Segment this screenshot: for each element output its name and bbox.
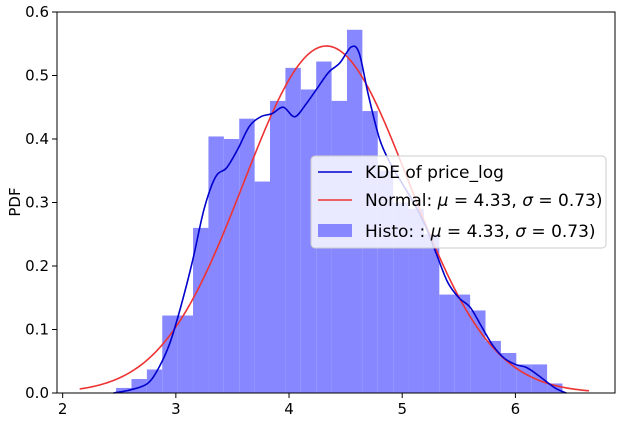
legend-normal-label: Normal: μ = 4.33, σ = 0.73) xyxy=(365,191,603,211)
histogram-bar xyxy=(408,208,424,393)
x-tick-label: 5 xyxy=(397,400,407,418)
x-tick-label: 4 xyxy=(284,400,294,418)
legend: KDE of price_log Normal: μ = 4.33, σ = 0… xyxy=(310,155,607,249)
y-axis-label: PDF xyxy=(6,187,24,216)
histogram-bar xyxy=(439,294,455,393)
histogram-bar xyxy=(485,340,501,393)
x-tick-label: 6 xyxy=(511,400,521,418)
histogram-bar xyxy=(531,364,548,393)
histogram-bar xyxy=(423,234,440,393)
histogram-bar xyxy=(193,227,209,393)
histogram-bar xyxy=(285,67,301,393)
y-tick-label: 0.2 xyxy=(25,257,49,275)
y-tick-label: 0.6 xyxy=(25,3,49,21)
legend-box xyxy=(310,155,607,249)
histogram-bar xyxy=(239,118,255,394)
histogram-bar xyxy=(162,315,178,393)
histogram-bar xyxy=(177,315,194,393)
y-tick-label: 0.5 xyxy=(25,67,49,85)
y-tick-label: 0.4 xyxy=(25,130,49,148)
histogram-bar xyxy=(470,310,486,393)
histogram-bar xyxy=(500,353,517,393)
y-tick-label: 0.1 xyxy=(25,321,49,339)
kde-curve-group xyxy=(113,45,567,394)
x-tick-label: 2 xyxy=(58,400,68,418)
histogram-bar xyxy=(208,136,224,393)
histogram-bar xyxy=(116,387,132,393)
histogram-bar xyxy=(454,294,471,393)
legend-histogram-label: Histo: : μ = 4.33, σ = 0.73) xyxy=(365,222,596,242)
histogram-bar xyxy=(362,111,378,393)
y-tick-label: 0.3 xyxy=(25,194,49,212)
kde-curve-line xyxy=(113,45,567,394)
x-tick-label: 3 xyxy=(171,400,181,418)
histogram-bar xyxy=(223,139,240,393)
histogram-bar xyxy=(254,181,271,393)
legend-kde-label: KDE of price_log xyxy=(365,163,504,183)
histogram-bar xyxy=(393,202,409,393)
histogram-bar xyxy=(131,379,147,393)
histogram-bar xyxy=(270,100,286,394)
histogram-bar xyxy=(146,369,163,393)
legend-histogram-swatch xyxy=(318,224,352,237)
y-tick-label: 0.0 xyxy=(25,384,49,402)
y-axis: 0.0 0.1 0.2 0.3 0.4 0.5 0.6 xyxy=(25,3,57,402)
x-axis: 2 3 4 5 6 xyxy=(58,393,520,418)
